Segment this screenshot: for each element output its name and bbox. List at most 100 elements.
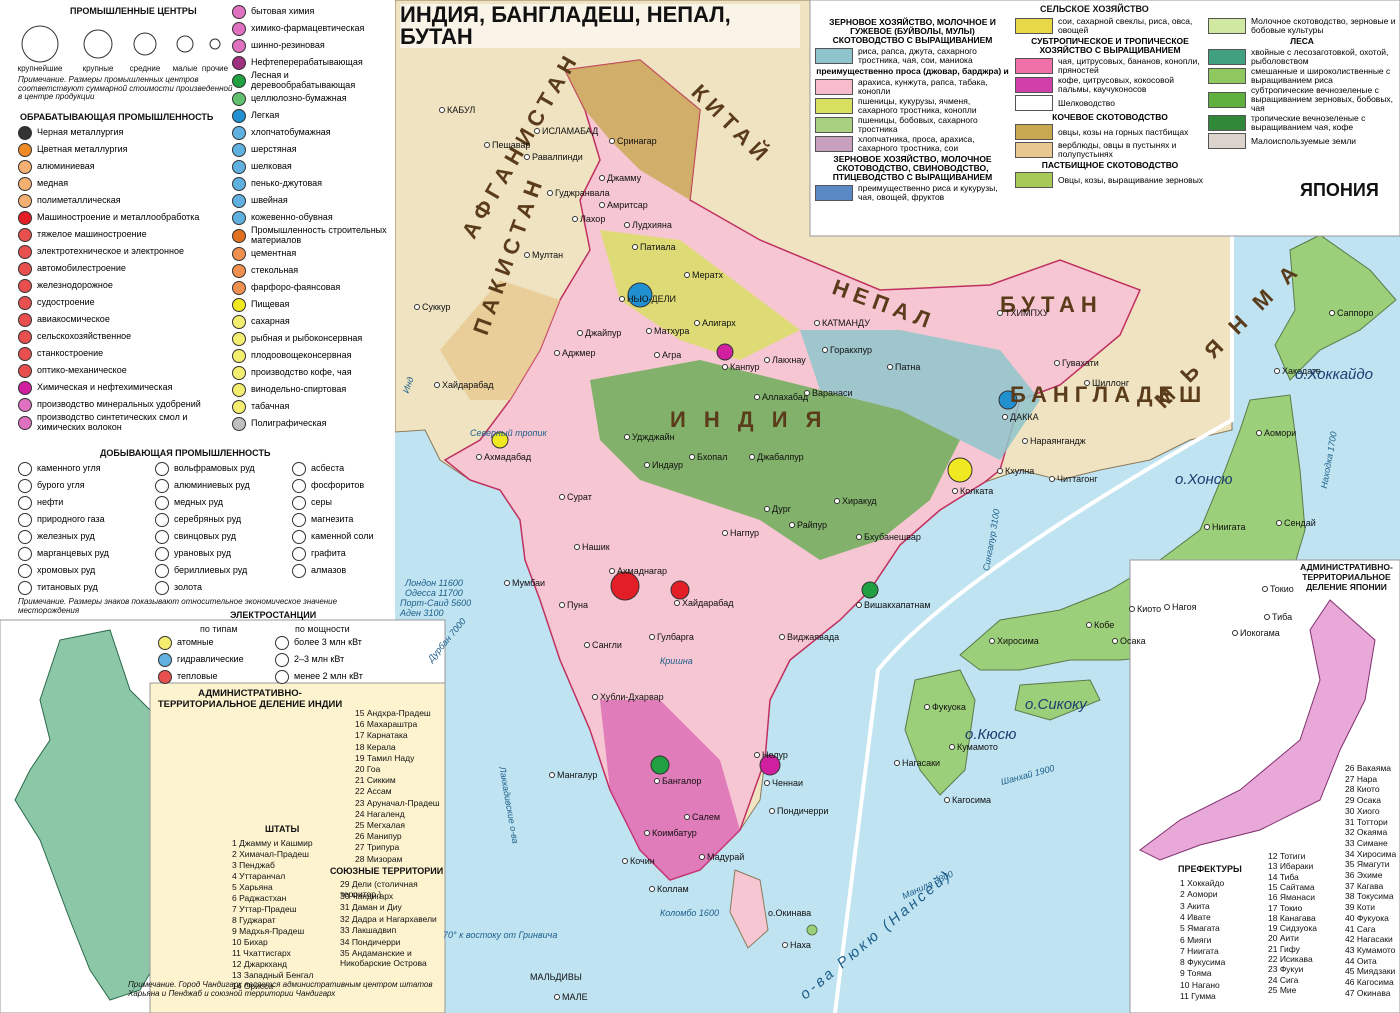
legend-swatch xyxy=(815,98,853,114)
legend-text: хвойные с лесозаготовкой, охотой, рыболо… xyxy=(1251,47,1389,66)
legend-text: тропические вечнозеленые с выращиванием … xyxy=(1251,113,1366,132)
legend-icon xyxy=(18,176,32,191)
city-dot xyxy=(644,830,650,836)
city-name: ИСЛАМАБАД xyxy=(542,126,599,136)
city-dot xyxy=(484,142,490,148)
legend-text: полиметаллическая xyxy=(37,194,121,205)
state-name: 16 Махараштра xyxy=(355,719,418,730)
city-dot xyxy=(654,352,660,358)
city-name: Тиба xyxy=(1272,612,1293,622)
legend-text: кожевенно-обувная xyxy=(251,211,333,222)
city-dot xyxy=(524,154,530,160)
city-name: МАЛЕ xyxy=(562,992,588,1002)
legend-icon xyxy=(18,563,32,578)
city-dot xyxy=(856,602,862,608)
legend-icon xyxy=(232,280,246,295)
legend-text: авиакосмическое xyxy=(37,313,110,324)
territory-name: 29 Дели (столичная территор.) xyxy=(340,879,418,899)
legend-text: медных руд xyxy=(174,496,224,507)
legend-text: серебряных руд xyxy=(174,513,242,524)
city-name: Алигарх xyxy=(702,318,736,328)
prefecture-name: 28 Киото xyxy=(1345,784,1380,795)
industrial-center xyxy=(627,282,653,308)
legend-text: овцы, козы на горных пастбищах xyxy=(1058,126,1189,137)
legend-item: Цветная металлургия xyxy=(18,141,228,158)
prefecture-name: 33 Симане xyxy=(1345,837,1388,848)
city-dot xyxy=(1274,368,1280,374)
city-dot xyxy=(524,252,530,258)
legend-item: шерстяная xyxy=(232,141,394,158)
city-name: Бхубанешвар xyxy=(864,532,921,542)
prefecture-name: 36 Эхиме xyxy=(1345,870,1383,880)
legend-text: химико-фармацевтическая xyxy=(251,22,365,33)
legend-icon xyxy=(18,193,32,208)
city-dot xyxy=(779,634,785,640)
legend-item: тропические вечнозеленые с выращиванием … xyxy=(1208,114,1396,132)
state-name: 26 Манипур xyxy=(355,831,402,842)
forest-zone xyxy=(590,360,960,560)
legend-swatch xyxy=(1015,58,1053,74)
legend-text: медная xyxy=(37,177,69,188)
legend-swatch xyxy=(815,79,853,95)
legend-text: алюминиевая xyxy=(37,160,95,171)
city-dot xyxy=(769,808,775,814)
city-name: Нараянгандж xyxy=(1030,436,1086,446)
prefecture-name: 45 Миядзаки xyxy=(1345,966,1396,977)
legend-item: автомобилестроение xyxy=(18,260,228,277)
city-name: Сендай xyxy=(1284,518,1316,528)
legend-icon xyxy=(292,529,306,544)
legend-text: бытовая химия xyxy=(251,5,315,16)
city-dot xyxy=(822,347,828,353)
city-name: Пешавар xyxy=(492,140,531,150)
state-name: 14 Орисса xyxy=(232,981,274,991)
prefecture-name: 27 Нара xyxy=(1345,773,1378,784)
city-name: ТХИМПХУ xyxy=(1005,308,1049,318)
legend-item: плодоовощеконсервная xyxy=(232,347,394,364)
prefecture-name: 7 Ниигата xyxy=(1180,945,1219,956)
size-circle xyxy=(133,32,157,56)
legend-text: свинцовых руд xyxy=(174,530,236,541)
industrial-center xyxy=(861,581,879,599)
wheat-zone xyxy=(600,230,800,360)
legend-column: более 3 млн кВт 2–3 млн кВт менее 2 млн кВ… xyxy=(275,634,395,685)
city-name: Дург xyxy=(772,504,791,514)
state-name: 6 Раджастхан xyxy=(232,893,287,903)
legend-icon xyxy=(232,246,246,261)
water-label: Порт-Саид 5600 xyxy=(400,598,472,608)
legend-text: алмазов xyxy=(311,564,347,575)
prefecture-name: 23 Фукуи xyxy=(1268,964,1304,975)
industrial-center xyxy=(610,571,640,601)
city-dot xyxy=(646,328,652,334)
city-dot xyxy=(789,522,795,528)
legend-text: судостроение xyxy=(37,296,95,307)
legend-item: каменного угля xyxy=(18,460,148,477)
city-name: Кочин xyxy=(630,856,655,866)
city-dot xyxy=(924,704,930,710)
city-name: Мултан xyxy=(532,250,564,260)
legend-item: Лесная и деревообрабатывающая xyxy=(232,70,394,90)
prefecture-name: 9 Тояма xyxy=(1180,968,1212,979)
city-name: Иокогама xyxy=(1240,628,1280,638)
state-name: 1 Джамму и Кашмир xyxy=(232,838,313,848)
legend-icon xyxy=(232,399,246,414)
prefecture-name: 31 Тоттори xyxy=(1345,816,1388,827)
legend-text: сельскохозяйственное xyxy=(37,330,132,341)
city-name: Патиала xyxy=(640,242,676,252)
city-dot xyxy=(949,744,955,750)
legend-text: тяжелое машиностроение xyxy=(37,228,147,239)
size-circle xyxy=(176,35,194,53)
city-dot xyxy=(887,364,893,370)
legend-icon xyxy=(18,278,32,293)
industrial-center xyxy=(998,390,1018,410)
city-dot xyxy=(684,814,690,820)
legend-item: Овцы, козы, выращивание зерновых xyxy=(1015,172,1205,188)
legend-text: бериллиевых руд xyxy=(174,564,248,575)
legend-icon xyxy=(158,635,172,650)
city-dot xyxy=(1054,360,1060,366)
legend-text: каменного угля xyxy=(37,462,101,473)
territory-name: 33 Лакшадвип xyxy=(340,925,397,935)
size-circle xyxy=(83,29,113,59)
industrial-center xyxy=(491,431,509,449)
prefecture-name: 11 Гумма xyxy=(1180,991,1216,1001)
city-dot xyxy=(952,488,958,494)
